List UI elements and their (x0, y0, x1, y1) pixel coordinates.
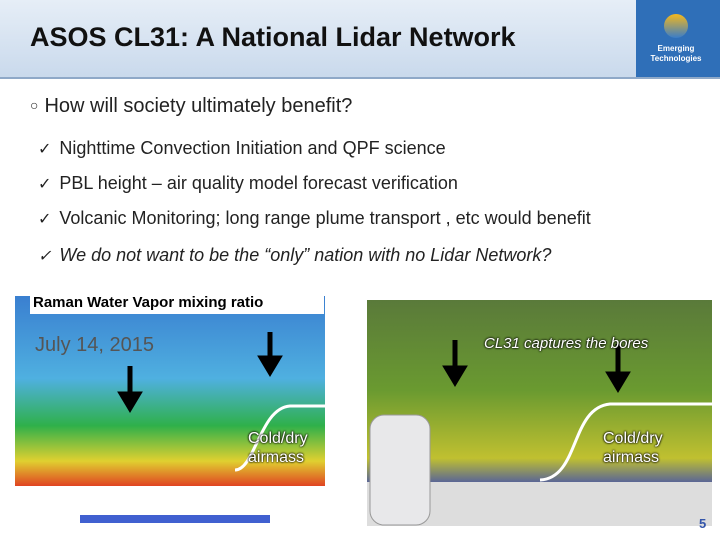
check-item: PBL height – air quality model forecast … (38, 173, 458, 194)
colorbar (80, 515, 270, 523)
bullet: How will society ultimately benefit? (30, 95, 352, 118)
logo-text: Emerging Technologies (650, 44, 702, 63)
page-number: 5 (699, 516, 707, 531)
annotation: Cold/dry airmass (248, 430, 308, 466)
logo-sun (664, 14, 688, 38)
figure-caption: CL31 captures the bores (484, 335, 649, 352)
title: ASOS CL31: A National Lidar Network (30, 22, 516, 52)
curve (234, 404, 345, 472)
figure-date: July 14, 2015 (35, 334, 154, 356)
curve (539, 402, 712, 482)
figure-caption: Raman Water Vapor mixing ratio (30, 292, 324, 314)
logo-box (636, 0, 720, 78)
header-band (0, 0, 720, 78)
plot-axis-area (15, 486, 325, 532)
check-item: We do not want to be the “only” nation w… (38, 245, 551, 266)
check-item: Nighttime Convection Initiation and QPF … (38, 138, 445, 159)
annotation: Cold/dry airmass (603, 430, 663, 466)
check-item: Volcanic Monitoring; long range plume tr… (38, 208, 590, 229)
ceilometer-photo (369, 414, 431, 526)
arrows (117, 332, 631, 413)
